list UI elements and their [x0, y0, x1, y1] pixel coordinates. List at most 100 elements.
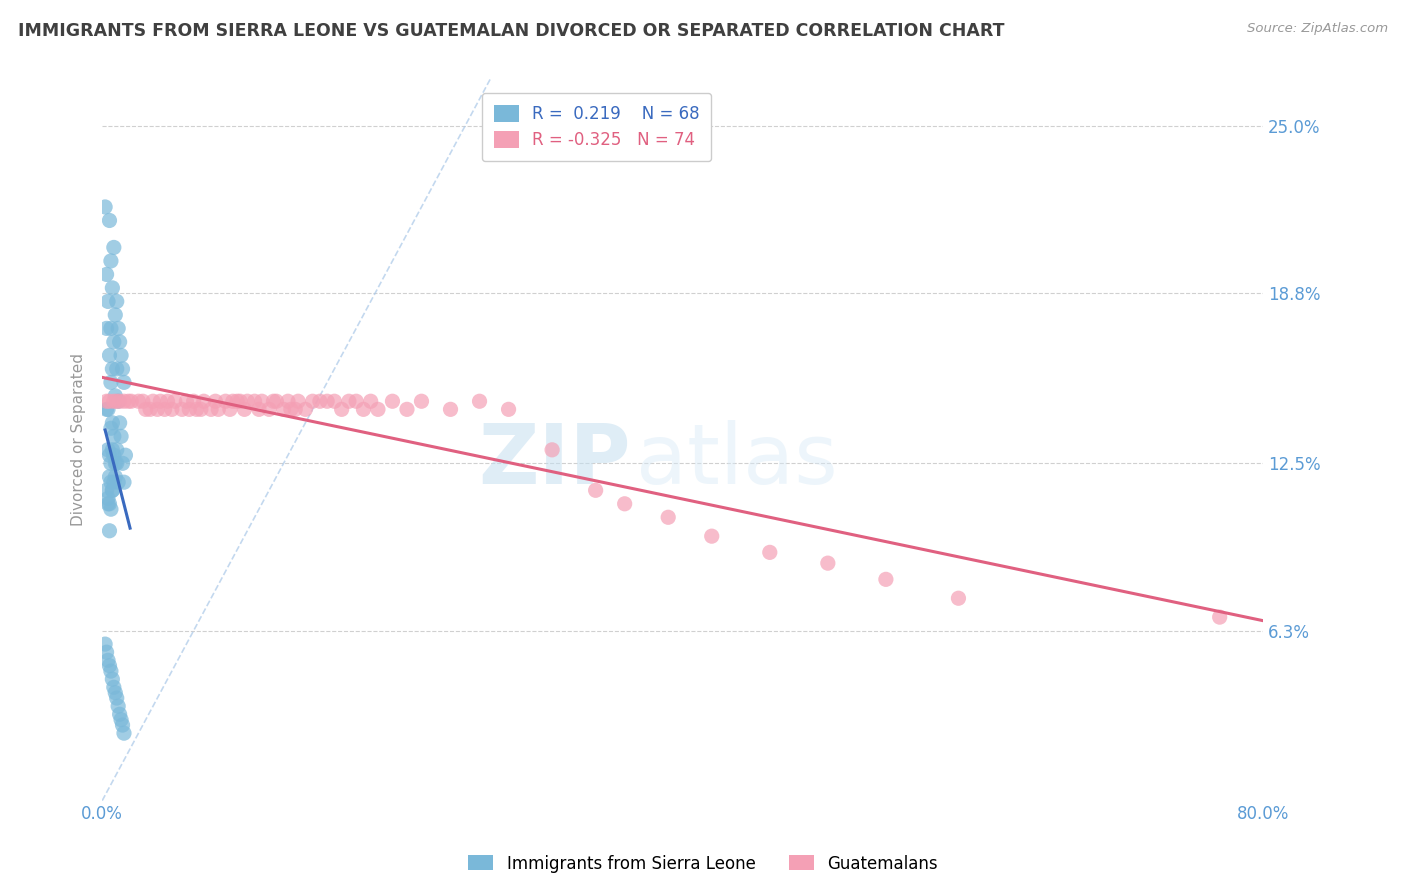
Point [190, 402, 212, 417]
Point [98, 658, 121, 673]
Point [139, 402, 162, 417]
Point [94, 637, 117, 651]
Point [108, 394, 131, 409]
Point [98, 348, 121, 362]
Point [105, 362, 128, 376]
Point [96, 645, 118, 659]
Point [96, 394, 118, 409]
Point [229, 394, 252, 409]
Point [105, 394, 128, 409]
Point [112, 394, 135, 409]
Legend: Immigrants from Sierra Leone, Guatemalans: Immigrants from Sierra Leone, Guatemalan… [461, 848, 945, 880]
Point [132, 394, 155, 409]
Point [381, 394, 404, 409]
Point [170, 402, 193, 417]
Point [657, 510, 679, 524]
Point [219, 402, 242, 417]
Point [280, 402, 302, 417]
Point [262, 394, 284, 409]
Point [101, 281, 124, 295]
Point [817, 556, 839, 570]
Point [110, 713, 132, 727]
Point [183, 394, 205, 409]
Point [101, 483, 124, 498]
Point [111, 718, 134, 732]
Point [301, 394, 323, 409]
Point [98, 394, 121, 409]
Point [101, 362, 124, 376]
Point [360, 394, 382, 409]
Point [176, 394, 198, 409]
Point [439, 402, 461, 417]
Point [98, 524, 121, 538]
Point [108, 416, 131, 430]
Point [114, 448, 136, 462]
Point [108, 707, 131, 722]
Point [103, 394, 125, 409]
Point [214, 394, 236, 409]
Point [98, 470, 121, 484]
Point [1208, 610, 1230, 624]
Point [105, 691, 128, 706]
Point [100, 321, 122, 335]
Point [104, 308, 127, 322]
Point [948, 591, 970, 606]
Point [100, 254, 122, 268]
Point [112, 475, 135, 490]
Point [107, 699, 129, 714]
Point [110, 348, 132, 362]
Point [101, 483, 124, 498]
Point [96, 402, 118, 417]
Point [468, 394, 491, 409]
Point [266, 394, 288, 409]
Point [352, 402, 374, 417]
Point [156, 394, 179, 409]
Point [541, 442, 564, 457]
Point [247, 402, 270, 417]
Point [111, 362, 134, 376]
Point [96, 483, 118, 498]
Point [323, 394, 346, 409]
Point [112, 726, 135, 740]
Point [759, 545, 782, 559]
Point [108, 334, 131, 349]
Point [107, 321, 129, 335]
Point [107, 394, 129, 409]
Point [104, 686, 127, 700]
Point [117, 394, 139, 409]
Point [146, 402, 169, 417]
Point [309, 394, 332, 409]
Point [142, 394, 165, 409]
Point [207, 402, 229, 417]
Point [96, 268, 118, 282]
Point [100, 664, 122, 678]
Point [287, 394, 309, 409]
Point [243, 394, 266, 409]
Point [101, 442, 124, 457]
Point [186, 402, 208, 417]
Point [96, 321, 118, 335]
Point [100, 421, 122, 435]
Point [104, 456, 127, 470]
Point [94, 200, 117, 214]
Point [100, 475, 122, 490]
Point [98, 448, 121, 462]
Point [97, 442, 120, 457]
Point [273, 402, 295, 417]
Point [112, 376, 135, 390]
Point [153, 402, 176, 417]
Point [103, 448, 125, 462]
Point [498, 402, 520, 417]
Point [337, 394, 360, 409]
Point [585, 483, 607, 498]
Point [120, 394, 142, 409]
Point [330, 402, 353, 417]
Point [250, 394, 273, 409]
Point [284, 402, 307, 417]
Point [100, 502, 122, 516]
Point [97, 402, 120, 417]
Point [163, 394, 186, 409]
Point [160, 402, 183, 417]
Point [233, 402, 256, 417]
Legend: R =  0.219    N = 68, R = -0.325   N = 74: R = 0.219 N = 68, R = -0.325 N = 74 [482, 93, 711, 161]
